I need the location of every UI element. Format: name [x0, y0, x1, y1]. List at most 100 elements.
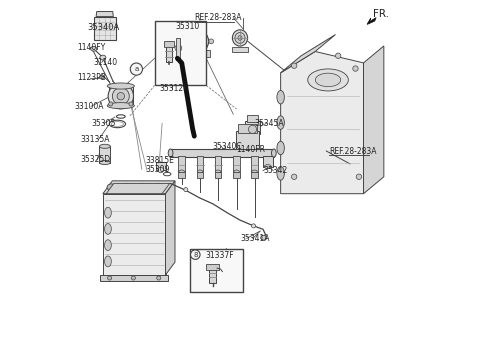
Ellipse shape — [107, 103, 134, 109]
Ellipse shape — [234, 170, 240, 173]
Circle shape — [252, 224, 255, 228]
Ellipse shape — [99, 144, 110, 148]
Circle shape — [291, 174, 297, 180]
Text: 33100A: 33100A — [74, 102, 104, 111]
Circle shape — [175, 45, 182, 51]
Ellipse shape — [216, 170, 221, 173]
Ellipse shape — [197, 170, 203, 173]
Bar — [209, 266, 216, 284]
Ellipse shape — [277, 167, 284, 180]
Ellipse shape — [308, 69, 348, 91]
Bar — [238, 124, 257, 133]
Text: REF.28-283A: REF.28-283A — [194, 13, 242, 22]
Ellipse shape — [105, 256, 111, 267]
Polygon shape — [103, 181, 175, 194]
Bar — [179, 156, 185, 172]
Bar — [231, 47, 249, 52]
Ellipse shape — [190, 31, 209, 51]
Text: 31337F: 31337F — [205, 251, 234, 260]
Ellipse shape — [112, 88, 129, 105]
Ellipse shape — [107, 184, 116, 191]
Bar — [215, 172, 221, 178]
Bar — [155, 21, 206, 85]
Bar — [236, 131, 259, 149]
Ellipse shape — [155, 184, 163, 191]
Text: 33815E: 33815E — [146, 156, 175, 165]
Circle shape — [336, 53, 341, 58]
Ellipse shape — [105, 223, 111, 234]
Circle shape — [184, 188, 188, 192]
Bar — [251, 172, 258, 178]
Circle shape — [197, 26, 202, 30]
Circle shape — [291, 63, 297, 68]
Circle shape — [108, 276, 112, 280]
Polygon shape — [281, 35, 336, 73]
Bar — [197, 172, 204, 178]
Text: 35341A: 35341A — [240, 234, 269, 243]
Polygon shape — [281, 51, 363, 194]
Text: 35340A: 35340A — [87, 22, 119, 32]
Polygon shape — [363, 46, 384, 194]
Ellipse shape — [193, 35, 205, 48]
Bar — [189, 50, 210, 56]
Ellipse shape — [91, 46, 97, 51]
Text: 1123PB: 1123PB — [77, 73, 107, 82]
Bar — [197, 156, 204, 172]
Ellipse shape — [277, 90, 284, 104]
Ellipse shape — [277, 141, 284, 155]
Bar — [263, 156, 273, 167]
Ellipse shape — [232, 30, 248, 46]
Bar — [233, 172, 240, 178]
Ellipse shape — [315, 73, 341, 87]
Polygon shape — [367, 18, 376, 24]
Ellipse shape — [264, 165, 271, 169]
Polygon shape — [100, 275, 168, 281]
Text: 1140FY: 1140FY — [77, 43, 106, 52]
Bar — [170, 149, 274, 157]
Circle shape — [356, 174, 361, 180]
Ellipse shape — [123, 184, 132, 191]
Bar — [190, 249, 243, 292]
Text: 35325D: 35325D — [81, 155, 111, 164]
Polygon shape — [103, 194, 166, 275]
Circle shape — [191, 250, 200, 259]
Circle shape — [353, 66, 358, 71]
Circle shape — [132, 276, 135, 280]
Ellipse shape — [235, 33, 245, 44]
Text: 31140: 31140 — [94, 58, 118, 67]
Bar — [251, 156, 258, 172]
Bar — [215, 156, 221, 172]
Ellipse shape — [99, 160, 110, 165]
Polygon shape — [166, 181, 175, 275]
Bar — [164, 41, 174, 47]
Circle shape — [130, 63, 143, 75]
Ellipse shape — [139, 184, 147, 191]
Text: 35312K: 35312K — [159, 84, 189, 93]
Text: 33135A: 33135A — [81, 135, 110, 144]
Circle shape — [158, 167, 164, 173]
Circle shape — [249, 125, 257, 133]
Ellipse shape — [108, 84, 133, 109]
Text: REF.28-283A: REF.28-283A — [329, 147, 377, 155]
Ellipse shape — [238, 36, 242, 40]
Bar — [166, 46, 172, 62]
Circle shape — [156, 276, 161, 280]
Bar — [206, 265, 219, 270]
Text: 35342: 35342 — [263, 166, 287, 175]
Circle shape — [197, 52, 202, 57]
Ellipse shape — [100, 55, 106, 60]
Ellipse shape — [261, 235, 267, 240]
Circle shape — [185, 39, 190, 44]
Text: a: a — [134, 66, 139, 72]
Text: 35310: 35310 — [176, 22, 200, 31]
Text: 35309: 35309 — [146, 165, 170, 174]
Text: 8: 8 — [193, 252, 198, 258]
Ellipse shape — [100, 75, 104, 79]
Ellipse shape — [168, 149, 173, 157]
Bar — [156, 162, 166, 170]
Polygon shape — [108, 86, 133, 106]
Text: FR.: FR. — [373, 9, 389, 19]
Bar — [94, 17, 116, 40]
Ellipse shape — [107, 83, 134, 89]
Circle shape — [108, 102, 113, 106]
